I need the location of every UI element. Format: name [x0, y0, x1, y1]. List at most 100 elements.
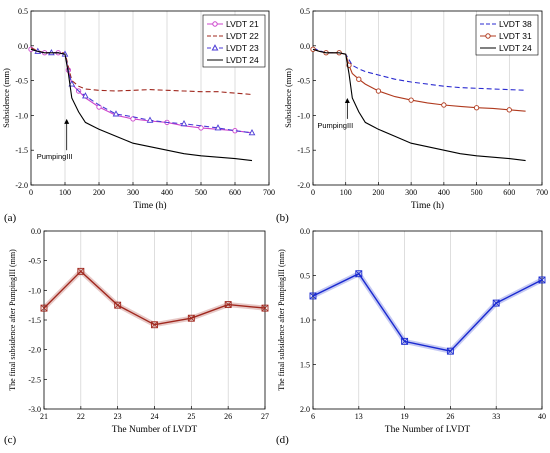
y-tick-label: -1.0	[15, 111, 28, 120]
chart-c: 21 22 23 24 25 26 27 0.0 -0.5 -1.0 -1.5 -2.0 -2.5 -3.…	[8, 227, 269, 435]
data-point-cross	[447, 347, 454, 355]
data-point	[187, 314, 195, 322]
y-tick-label: -1.5	[15, 146, 28, 155]
chart-a: 0 100 200 300 400 500 600 700 0.5 0.0 -0.5 -1.0 -1.5…	[1, 7, 275, 211]
data-point	[309, 292, 317, 300]
data-point-cross	[492, 299, 500, 307]
data-point	[401, 337, 409, 345]
data-point	[77, 267, 85, 275]
x-tick-label: 200	[93, 188, 105, 197]
y-tick-label: -1.5	[28, 316, 41, 325]
x-tick-label: 500	[195, 188, 207, 197]
x-axis-label-c: The Number of LVDT	[112, 424, 198, 435]
data-point	[441, 102, 447, 108]
x-tick-label: 33	[492, 412, 500, 421]
plot-frame-b	[312, 10, 543, 186]
data-point	[114, 301, 122, 309]
y-axis-label-b: Subsidence (mm)	[283, 68, 293, 128]
y-tick-label: -1.0	[297, 111, 310, 120]
y-tick-label: -2.5	[28, 375, 41, 384]
legend-b: LVDT 38 LVDT 31 LVDT 24	[475, 14, 539, 56]
x-tick-label: 600	[229, 188, 241, 197]
data-point-cross	[538, 276, 546, 284]
legend-label: LVDT 31	[499, 31, 532, 41]
data-point	[82, 92, 89, 99]
y-tick-label: 0.0	[18, 42, 28, 51]
x-axis-label-d: The Number of LVDT	[385, 424, 471, 435]
y-tick-label: -0.5	[28, 257, 41, 266]
panel-label-a: (a)	[4, 212, 17, 224]
data-point-cross	[77, 268, 85, 275]
x-tick-label: 500	[471, 188, 483, 197]
y-tick-label: -2.0	[297, 181, 310, 190]
data-point	[355, 270, 363, 278]
x-tick-label: 22	[77, 412, 85, 421]
data-point	[538, 276, 546, 284]
x-axis-label-a: Time (h)	[133, 200, 166, 211]
data-point	[506, 107, 512, 113]
annotation-text: PumpingIII	[37, 152, 73, 161]
series-line-b-0	[312, 47, 526, 91]
data-point	[408, 97, 414, 103]
panel-label-d: (d)	[276, 434, 289, 446]
legend-label: LVDT 24	[226, 55, 259, 65]
x-tick-label: 27	[261, 412, 269, 421]
legend-label: LVDT 22	[226, 31, 259, 41]
y-tick-label: 1.5	[300, 361, 310, 370]
data-point	[198, 125, 204, 131]
x-tick-label: 26	[224, 412, 232, 421]
legend-a: LVDT 21 LVDT 22 LVDT 23 LVDT 24	[202, 14, 266, 68]
legend-label: LVDT 24	[499, 43, 532, 53]
y-tick-label: -1.5	[297, 146, 310, 155]
data-point	[146, 116, 154, 123]
plot-frame-d	[312, 230, 543, 410]
x-tick-label: 300	[127, 188, 139, 197]
series-line-a-2	[30, 48, 253, 134]
x-axis-label-b: Time (h)	[411, 200, 444, 211]
data-point-cross	[401, 338, 408, 345]
x-tick-label: 700	[536, 188, 548, 197]
x-tick-label: 200	[372, 188, 384, 197]
data-point	[248, 129, 256, 136]
x-tick-label: 100	[340, 188, 352, 197]
plot-frame-a	[30, 10, 270, 186]
x-tick-label: 0	[29, 188, 33, 197]
y-tick-label: 0.5	[300, 272, 310, 281]
legend-marker	[211, 44, 219, 51]
series-line-a-1	[30, 47, 253, 96]
chart-d: 6 13 19 26 33 40 0.0 0.5 1.0 1.5 2.0 The Number of …	[277, 227, 546, 435]
y-tick-label: -2.0	[28, 346, 41, 355]
data-point	[180, 120, 188, 127]
y-tick-label: -0.5	[297, 77, 310, 86]
data-point-cross	[40, 304, 48, 312]
panel-label-c: (c)	[4, 434, 17, 446]
legend-marker	[485, 33, 491, 39]
x-tick-label: 600	[503, 188, 515, 197]
data-point-cross	[261, 304, 269, 312]
y-tick-label: 0.0	[300, 227, 310, 236]
y-tick-label: -2.0	[15, 181, 28, 190]
y-tick-label: -1.0	[28, 286, 41, 295]
x-tick-label: 23	[114, 412, 122, 421]
x-tick-label: 13	[355, 412, 363, 421]
data-point	[492, 299, 500, 307]
series-line-a-3	[30, 48, 253, 162]
x-tick-label: 0	[311, 188, 315, 197]
x-tick-label: 100	[59, 188, 71, 197]
data-point	[446, 347, 454, 355]
x-tick-label: 19	[401, 412, 409, 421]
annotation-text: PumpingIII	[317, 121, 353, 130]
data-point-cross	[188, 314, 195, 322]
y-axis-label-c: The final subsidence after PumpingIII (m…	[8, 249, 17, 391]
data-point	[261, 304, 269, 312]
series-halo	[311, 270, 544, 354]
legend-marker	[212, 21, 218, 27]
y-tick-label: -3.0	[28, 405, 41, 414]
annotation-arrowhead	[344, 98, 350, 103]
x-tick-label: 24	[151, 412, 159, 421]
data-point	[356, 76, 362, 82]
y-axis-label-d: The final subsidence after PumpingIII (m…	[277, 249, 286, 391]
data-point	[375, 88, 382, 94]
panel-label-b: (b)	[276, 212, 289, 224]
